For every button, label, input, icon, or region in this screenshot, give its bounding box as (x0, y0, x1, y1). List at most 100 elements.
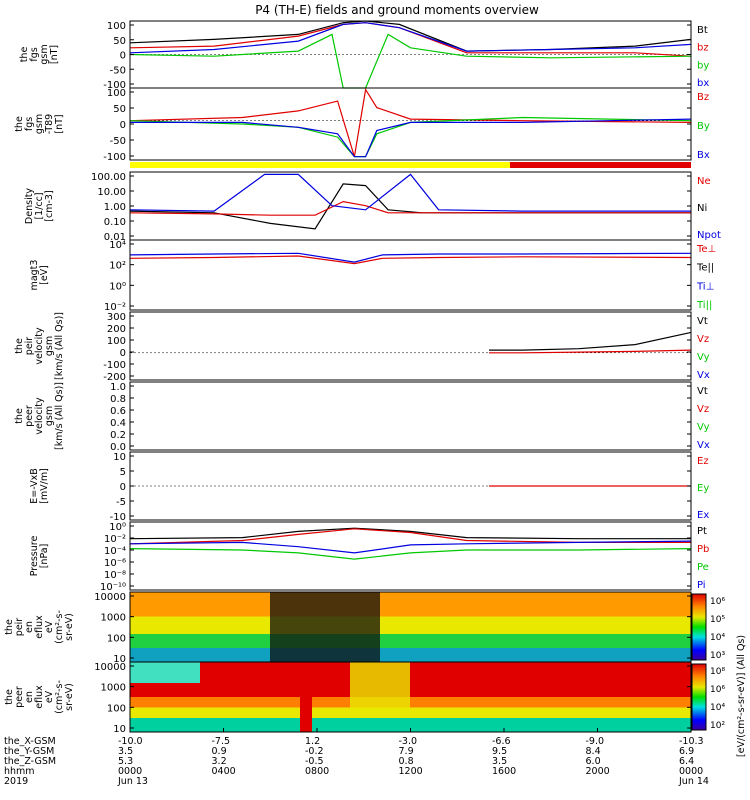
y-axis-label: velocity (34, 397, 45, 435)
panel-frame (129, 87, 692, 161)
x-tick-label: 3.5 (118, 746, 133, 757)
x-tick-label: 1200 (399, 766, 423, 777)
y-axis-label: sr-eV) (64, 683, 75, 711)
spectrogram-region (300, 662, 312, 732)
x-tick-label: 1600 (492, 766, 516, 777)
series-line-by (129, 33, 692, 89)
legend-label-Pe: Pe (697, 562, 709, 573)
x-tick-label: -6.6 (492, 736, 511, 747)
panel-peir_spectrogram: 10⁶ 10⁵ 10⁴ 10³ 10000 1000 100 10 the peir en eflux… (4, 591, 725, 665)
x-tick-label: 2000 (586, 766, 610, 777)
legend-label-Pb: Pb (697, 544, 709, 555)
x-row-label: the_X-GSM (4, 736, 56, 747)
series-line-Bt (129, 20, 692, 52)
legend-label-Vy: Vy (697, 352, 710, 363)
y-tick-label: 50 (113, 36, 126, 47)
panel-temperature: 10⁴ 10² 10⁰ 10⁻² magt3 [eV] Te⊥ Te|| Ti⊥ Ti|| (29, 239, 716, 313)
x-tick-label: 0.8 (399, 756, 414, 767)
spectrogram-band (130, 648, 691, 662)
y-tick-label: 0.01 (104, 232, 126, 243)
y-axis-label: en (24, 621, 35, 633)
legend-label-Ey: Ey (697, 483, 709, 494)
y-tick-label: 1.0 (110, 382, 126, 393)
y-axis-label: Density (24, 188, 35, 224)
y-tick-label: 10⁻² (104, 534, 126, 545)
panel-frame (129, 451, 692, 521)
y-tick-label: -100 (103, 360, 126, 371)
legend-label-Vt: Vt (697, 316, 708, 327)
y-axis-label: fgs (29, 47, 40, 61)
legend-label-Vt: Vt (697, 386, 708, 397)
colorbar-tick-label: 10⁴ (710, 633, 725, 643)
x-tick-label: -0.5 (305, 756, 324, 767)
series-line-Te|| (129, 255, 692, 265)
x-tick-label: 1.2 (305, 736, 320, 747)
y-tick-label: 100 (107, 21, 126, 32)
y-axis-label: [cm-3] (44, 190, 55, 221)
y-tick-label: 0 (120, 120, 126, 131)
x-tick-label: 0400 (212, 766, 236, 777)
y-axis-label: [nT] (54, 114, 65, 133)
y-tick-label: 10000 (94, 662, 126, 673)
y-tick-label: -50 (110, 136, 126, 147)
y-axis-label: [nT] (49, 45, 60, 64)
x-tick-label: 3.2 (212, 756, 227, 767)
y-tick-label: -200 (103, 372, 126, 383)
spectrogram-band (130, 592, 691, 617)
y-axis-label: [mV/m] (39, 468, 50, 504)
figure-title: P4 (TH-E) fields and ground moments over… (255, 3, 539, 17)
y-tick-label: 10⁻⁶ (104, 558, 126, 569)
mode-bar-red (510, 162, 691, 168)
spectrogram-band (130, 718, 691, 732)
y-tick-label: 100 (107, 336, 126, 347)
panel-frame (129, 381, 692, 451)
y-axis-label: peir (24, 337, 35, 356)
y-axis-label: gsm (34, 114, 45, 134)
y-axis-label: en (24, 691, 35, 703)
y-axis-label: velocity (34, 327, 45, 365)
legend-label-Npot: Npot (697, 230, 721, 241)
legend-label-Ne: Ne (697, 176, 711, 187)
x-tick-label: Jun 13 (117, 776, 148, 787)
y-axis-label: magt3 (29, 260, 40, 291)
y-tick-label: 10⁻⁸ (104, 570, 126, 581)
y-tick-label: 10 (113, 654, 126, 665)
series-line-Vt (489, 331, 692, 351)
y-axis-label: eV (44, 690, 55, 703)
x-row-label: hhmm (4, 766, 35, 777)
legend-label-Vx: Vx (697, 370, 710, 381)
series-line-Pi (129, 540, 692, 554)
legend-label-bx: bx (697, 78, 709, 89)
y-tick-label: 10 (113, 724, 126, 735)
y-axis-label: [eV] (39, 265, 50, 285)
legend-label-Te||: Te|| (696, 263, 714, 274)
x-tick-label: 9.5 (492, 746, 507, 757)
x-tick-label: 7.9 (399, 746, 414, 757)
panel-frame (129, 171, 692, 241)
y-tick-label: 10000 (94, 592, 126, 603)
x-tick-label: 0000 (679, 766, 703, 777)
y-tick-label: 100 (107, 88, 126, 99)
y-tick-label: 300 (107, 312, 126, 323)
legend-label-Bx: Bx (697, 150, 710, 161)
spectrogram-band (130, 662, 691, 697)
legend-label-bz: bz (697, 43, 709, 54)
y-axis-label: [nPa] (39, 544, 50, 569)
legend-label-By: By (697, 121, 710, 132)
y-axis-label: the (4, 689, 15, 705)
panel-fgs: 100 50 0 -50 -100 the fgs gsm [nT] Bt bz by bx (19, 20, 709, 91)
y-axis-label: eV (44, 620, 55, 633)
y-axis-label: the (4, 619, 15, 635)
panel-peer_spectrogram: 10⁸ 10⁶ 10⁴ 10² 10000 1000 100 10 the peer en eflux… (4, 661, 725, 735)
y-tick-label: 50 (113, 104, 126, 115)
y-axis-label: E=-VxB (29, 468, 40, 503)
y-axis-label: [1/cc] (34, 192, 45, 219)
panel-frame (129, 311, 692, 381)
panel-peer_velocity: 1.00.80.60.40.20.0 the peer velocity gsm [km/… (14, 381, 710, 453)
x-tick-label: -3.0 (399, 736, 418, 747)
spectrogram-band (130, 707, 691, 718)
y-tick-label: 0.6 (110, 406, 126, 417)
y-tick-label: 0 (120, 51, 126, 62)
series-line-Bx (130, 118, 692, 158)
